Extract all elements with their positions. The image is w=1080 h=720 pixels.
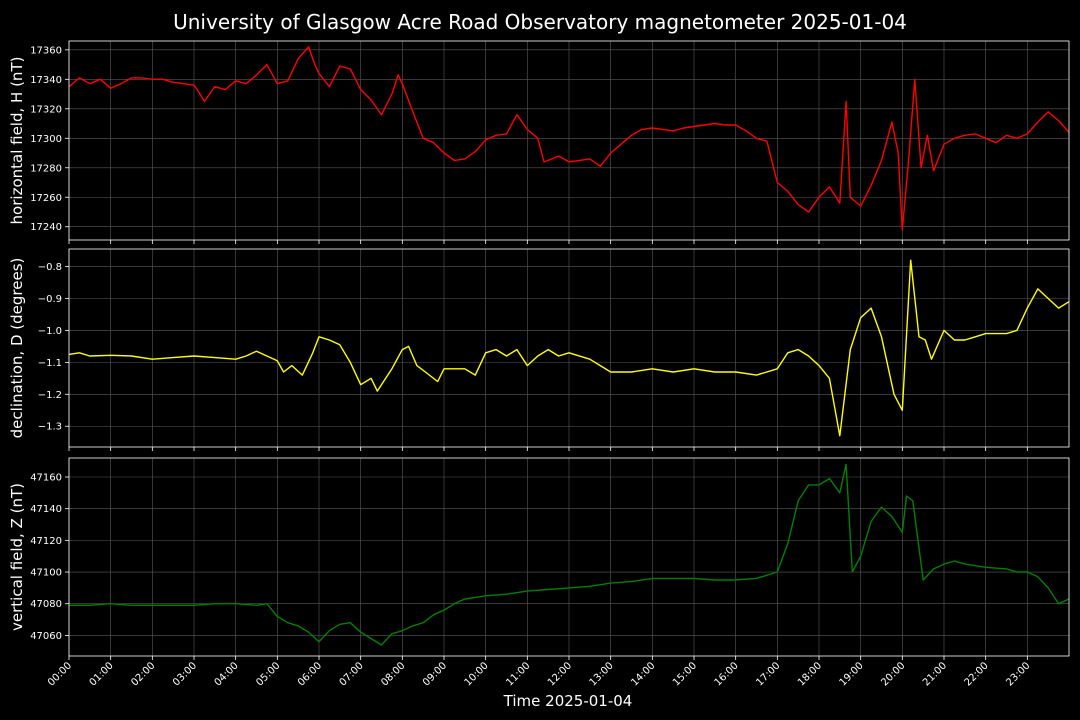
x-tick-label: 08:00: [379, 660, 407, 688]
y-tick-label-z: 47160: [30, 473, 62, 484]
series-line-z: [69, 463, 1070, 646]
series-line-h: [68, 46, 1070, 231]
y-axis-label-d: declination, D (degrees): [8, 258, 26, 439]
x-tick-label: 14:00: [629, 660, 657, 688]
y-tick-label-h: 17340: [30, 75, 62, 86]
y-tick-label-h: 17240: [30, 222, 62, 233]
x-tick-label: 10:00: [463, 660, 491, 688]
x-tick-label: 19:00: [838, 660, 866, 688]
x-tick-label: 11:00: [504, 660, 532, 688]
x-tick-label: 22:00: [963, 660, 991, 688]
y-tick-label-d: −1.2: [38, 390, 62, 401]
x-tick-label: 21:00: [921, 660, 949, 688]
panel-d: −1.3 −1.2 −1.1 −1.0 −0.9 −0.8 declination, D (…: [8, 248, 1070, 451]
y-axis-label-h: horizontal field, H (nT): [8, 57, 26, 225]
x-tick-label: 17:00: [754, 660, 782, 688]
y-tick-label-h: 17280: [30, 163, 62, 174]
x-tick-label: 18:00: [796, 660, 824, 688]
x-tick-label: 06:00: [296, 660, 324, 688]
series-line-d: [68, 259, 1070, 437]
x-axis-label: Time 2025-01-04: [503, 692, 633, 710]
y-tick-label-d: −1.0: [38, 326, 62, 337]
y-axis-label-z: vertical field, Z (nT): [8, 483, 26, 631]
x-tick-label: 09:00: [421, 660, 449, 688]
y-tick-label-d: −1.1: [38, 358, 62, 369]
y-tick-label-d: −1.3: [38, 422, 62, 433]
x-tick-label: 20:00: [879, 660, 907, 688]
y-tick-label-z: 47140: [30, 504, 62, 515]
y-tick-label-d: −0.8: [38, 262, 62, 273]
y-tick-label-h: 17320: [30, 104, 62, 115]
y-tick-label-h: 17360: [30, 45, 62, 56]
y-tick-label-d: −0.9: [38, 294, 62, 305]
x-tick-label: 07:00: [338, 660, 366, 688]
x-tick-label: 01:00: [88, 660, 116, 688]
x-tick-label: 12:00: [546, 660, 574, 688]
y-tick-label-h: 17300: [30, 134, 62, 145]
x-tick-label: 00:00: [46, 660, 74, 688]
panel-z: 47060 47080 47100 47120 47140 47160 vertical f…: [8, 457, 1070, 660]
x-tick-label: 04:00: [213, 660, 241, 688]
x-tick-label: 02:00: [129, 660, 157, 688]
plot-frame-d: [68, 248, 1070, 448]
x-tick-label: 05:00: [254, 660, 282, 688]
y-tick-label-h: 17260: [30, 193, 62, 204]
x-tick-label: 15:00: [671, 660, 699, 688]
chart-title: University of Glasgow Acre Road Observat…: [173, 10, 907, 34]
plot-frame-z: [68, 457, 1070, 657]
panel-h: 17240 17260 17280 17300 17320 17340 17360 horiz…: [8, 40, 1070, 244]
plot-frame-h: [68, 40, 1070, 241]
x-tick-label: 16:00: [713, 660, 741, 688]
y-tick-label-z: 47060: [30, 631, 62, 642]
y-tick-label-z: 47120: [30, 536, 62, 547]
y-tick-label-z: 47080: [30, 599, 62, 610]
x-tick-label: 03:00: [171, 660, 199, 688]
x-tick-label: 23:00: [1004, 660, 1032, 688]
x-tick-label: 13:00: [588, 660, 616, 688]
y-tick-label-z: 47100: [30, 568, 62, 579]
